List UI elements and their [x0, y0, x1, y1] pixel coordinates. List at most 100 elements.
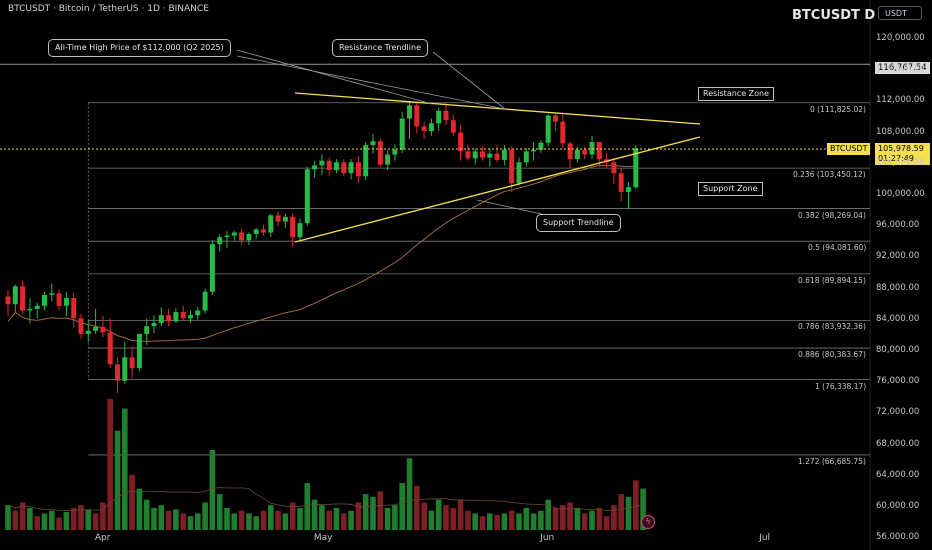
volume-bar	[165, 510, 172, 530]
candle	[334, 162, 339, 171]
volume-bar	[552, 507, 559, 530]
volume-bar	[633, 480, 639, 530]
resistance-trendline	[294, 92, 701, 125]
candle	[158, 315, 164, 323]
volume-bar	[238, 510, 245, 530]
fib-level-label: 0.618 (89,894.15)	[798, 275, 866, 285]
volume-bar	[260, 510, 267, 530]
volume-bar	[34, 516, 40, 530]
volume-bar	[370, 496, 376, 530]
candle	[304, 169, 310, 224]
candle	[42, 294, 47, 306]
candle	[494, 153, 500, 160]
fib-level-label: 0.236 (103,450.12)	[793, 170, 866, 180]
volume-bar	[406, 458, 413, 530]
candle	[428, 123, 434, 132]
volume-bar	[100, 502, 106, 530]
volume-bar	[56, 517, 62, 530]
candle	[348, 162, 354, 174]
candle	[421, 126, 427, 132]
price-axis-label: 68,000.00	[876, 438, 920, 449]
volume-bar	[392, 505, 398, 530]
candle	[144, 326, 150, 334]
candle	[414, 105, 420, 127]
candle	[472, 151, 478, 159]
candle	[523, 151, 529, 163]
time-axis-label: Jul	[759, 533, 771, 543]
price-axis-label: 76,000.00	[876, 376, 920, 387]
price-axis-label: 56,000.00	[876, 532, 920, 543]
candle	[611, 162, 617, 174]
fib-level-label: 0.5 (94,081.60)	[808, 243, 867, 253]
volume-bar	[92, 513, 99, 530]
candle	[209, 244, 215, 292]
volume-bar	[5, 505, 11, 530]
candle	[538, 142, 544, 150]
price-axis-label: 120,000.00	[876, 33, 925, 43]
candle	[450, 120, 456, 133]
volume-bar	[224, 507, 230, 530]
candle	[596, 141, 602, 160]
price-axis-label: 84,000.00	[876, 313, 920, 324]
ath-callout: All-Time High Price of $112,000 (Q2 2025…	[48, 39, 231, 57]
candle	[553, 115, 558, 122]
moving-average-line	[7, 164, 636, 342]
currency-selector[interactable]: USDT	[878, 6, 922, 20]
candle	[574, 149, 580, 160]
candle	[195, 310, 201, 316]
price-axis-label: 64,000.00	[876, 469, 920, 480]
candle	[567, 143, 573, 160]
volume-bar	[508, 510, 515, 530]
volume-bar	[574, 507, 581, 530]
volume-bar	[538, 510, 544, 530]
candle	[115, 364, 120, 381]
volume-bar	[297, 507, 303, 530]
volume-bar	[12, 510, 19, 530]
price-axis-label: 116,000.00	[876, 64, 925, 75]
price-axis-label: 100,000.00	[876, 189, 925, 200]
volume-bar	[187, 516, 194, 530]
candle	[27, 308, 33, 311]
volume-bar	[603, 516, 610, 530]
volume-bar	[435, 499, 442, 530]
candle	[202, 291, 208, 311]
resistance-trendline-callout: Resistance Trendline	[332, 39, 428, 57]
candle	[319, 160, 325, 166]
volume-bar	[516, 513, 522, 530]
volume-bar	[122, 408, 128, 530]
resistance-callout-connector	[432, 51, 506, 110]
volume-bar	[596, 507, 603, 530]
volume-bar	[501, 513, 508, 530]
volume-bar	[246, 513, 252, 530]
candle	[107, 332, 113, 365]
price-axis-label: 96,000.00	[876, 220, 920, 231]
candle	[71, 298, 77, 319]
candle	[275, 215, 281, 222]
lightning-icon[interactable]: ϟ	[641, 515, 655, 529]
fib-level-label: 1.272 (66,685.75)	[798, 456, 866, 466]
candle	[56, 293, 62, 306]
volume-bar	[27, 507, 33, 530]
volume-bar	[158, 505, 165, 530]
candle	[93, 326, 99, 331]
volume-bar	[618, 494, 624, 530]
candle	[63, 298, 69, 306]
volume-bar	[216, 494, 223, 530]
volume-bar	[450, 507, 457, 530]
candle	[370, 141, 376, 146]
candle	[326, 160, 332, 171]
volume-bar	[589, 510, 595, 530]
all-time-high-price-label: 116,767.54	[875, 62, 930, 74]
candle	[49, 293, 55, 295]
candle	[231, 232, 237, 236]
ath-callout-connector	[236, 55, 506, 110]
volume-bar	[63, 512, 70, 530]
fib-level-label: 0.886 (80,383.67)	[798, 350, 866, 360]
ath-callout-connector	[236, 49, 433, 105]
volume-bar	[136, 488, 143, 530]
volume-bar	[479, 516, 486, 530]
candle	[465, 151, 471, 159]
time-axis-label: Jun	[540, 533, 555, 543]
